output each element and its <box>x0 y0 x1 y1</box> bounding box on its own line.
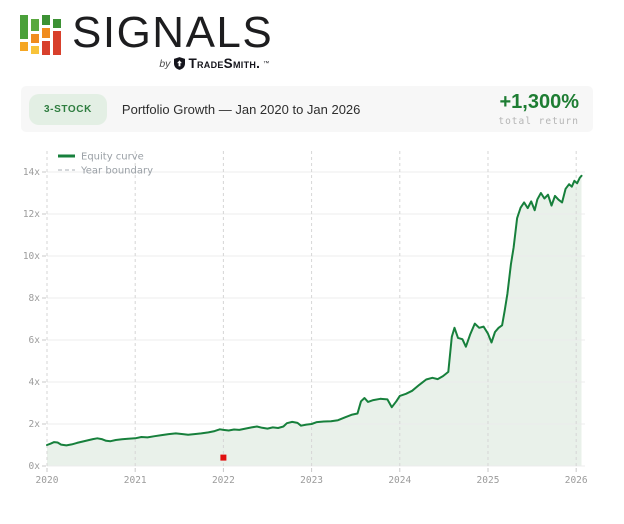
svg-text:2025: 2025 <box>477 475 500 486</box>
logo-subtitle: by TradeSmith. ™ <box>72 56 273 71</box>
svg-text:2023: 2023 <box>300 475 323 486</box>
svg-text:12x: 12x <box>23 209 40 220</box>
chart-legend: Equity curve Year boundary <box>58 152 153 177</box>
svg-text:2022: 2022 <box>212 475 235 486</box>
total-return-caption: total return <box>498 116 579 127</box>
logo-brand: TradeSmith. <box>188 56 261 71</box>
svg-text:6x: 6x <box>29 335 41 346</box>
logo-trademark: ™ <box>263 60 270 67</box>
logo-title: SIGNALS <box>72 8 274 57</box>
portfolio-type-badge: 3-STOCK <box>29 93 107 125</box>
svg-text:0x: 0x <box>29 461 41 472</box>
svg-text:2021: 2021 <box>124 475 147 486</box>
svg-text:Equity curve: Equity curve <box>81 152 144 163</box>
x-axis-labels: 2020 2021 2022 2023 2024 2025 2026 <box>36 468 588 486</box>
logo-text: SIGNALS by TradeSmith. ™ <box>72 8 274 72</box>
svg-text:14x: 14x <box>23 167 40 178</box>
event-marker <box>220 454 227 461</box>
svg-text:8x: 8x <box>29 293 41 304</box>
summary-bar: 3-STOCK Portfolio Growth — Jan 2020 to J… <box>21 86 593 132</box>
svg-text:2020: 2020 <box>36 475 59 486</box>
svg-text:2026: 2026 <box>565 475 588 486</box>
tradesmith-shield-icon <box>174 57 186 70</box>
total-return-block: +1,300% total return <box>498 91 579 127</box>
chart-title: Portfolio Growth — Jan 2020 to Jan 2026 <box>121 101 361 117</box>
svg-text:10x: 10x <box>23 251 40 262</box>
logo-by-label: by <box>159 57 171 70</box>
svg-text:2024: 2024 <box>388 475 411 486</box>
equity-area-fill <box>47 175 582 467</box>
year-boundary-lines <box>46 151 577 466</box>
equity-line <box>46 174 583 447</box>
logo-header: SIGNALS by TradeSmith. ™ <box>20 10 273 71</box>
grid-lines <box>47 171 585 467</box>
svg-text:Year boundary: Year boundary <box>80 166 153 177</box>
total-return-value: +1,300% <box>499 91 579 113</box>
svg-text:2x: 2x <box>29 419 41 430</box>
y-axis-labels: 0x 2x 4x 6x 8x 10x 12x 14x <box>23 167 46 472</box>
signals-bars-icon <box>20 15 61 55</box>
chart-area: 0x 2x 4x 6x 8x 10x 12x 14x 2020 2021 2022 2023 2024 2… <box>18 142 608 507</box>
svg-text:4x: 4x <box>29 377 41 388</box>
